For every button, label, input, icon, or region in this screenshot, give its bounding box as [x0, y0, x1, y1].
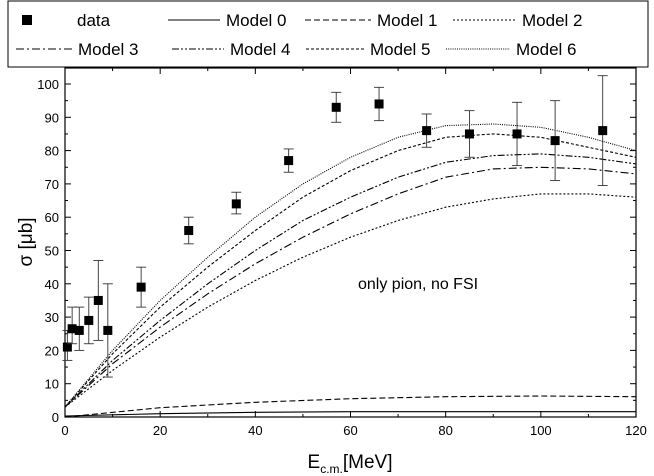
curve-model-6	[64, 123, 637, 408]
data-point	[284, 156, 294, 166]
data-point	[231, 199, 241, 209]
data-point	[331, 102, 341, 112]
y-tick-label: 70	[45, 177, 59, 192]
legend-label: Model 0	[226, 11, 286, 30]
x-tick-label: 120	[625, 423, 647, 438]
curve-model-2	[64, 193, 637, 408]
y-tick-label: 100	[37, 77, 59, 92]
x-tick-label: 20	[153, 423, 167, 438]
x-tick-label: 80	[438, 423, 452, 438]
x-tick-label: 0	[61, 423, 68, 438]
curve-model-3	[64, 166, 637, 408]
data-point	[422, 126, 432, 136]
data-point	[184, 226, 194, 236]
data-point	[374, 99, 384, 109]
legend-label: Model 6	[516, 40, 576, 59]
data-point	[598, 126, 608, 136]
legend-label: Model 1	[377, 11, 437, 30]
model-curves	[64, 123, 637, 418]
legend-items: data Model 0 Model 1 Model 2 Model 3 Model 4 M…	[16, 11, 582, 59]
y-tick-label: 30	[45, 310, 59, 325]
x-tick-label: 40	[248, 423, 262, 438]
curve-model-0	[64, 411, 636, 417]
data-point	[62, 342, 72, 352]
curve-model-1	[64, 395, 637, 418]
legend-label: Model 2	[522, 11, 582, 30]
axes: 0 20 40 60 80 100 120 0 10 20 30 40 50 60 70 80 90 100	[37, 68, 647, 438]
legend-label: data	[77, 11, 111, 30]
y-tick-label: 50	[45, 244, 59, 259]
legend-frame	[7, 0, 649, 68]
legend-marker-data	[22, 15, 32, 25]
data-point	[84, 315, 94, 325]
y-tick-label: 90	[45, 110, 59, 125]
data-point	[67, 324, 77, 334]
curve-model-5	[64, 133, 637, 408]
x-axis-title-sub: c.m.	[320, 462, 343, 476]
curve-model-4	[64, 153, 637, 408]
data-point	[512, 129, 522, 139]
x-tick-label: 60	[343, 423, 357, 438]
x-axis-title-main: E	[308, 452, 321, 473]
y-tick-label: 80	[45, 144, 59, 159]
y-tick-label: 40	[45, 277, 59, 292]
data-points	[62, 75, 608, 378]
data-point	[464, 129, 474, 139]
legend: data Model 0 Model 1 Model 2 Model 3 Model 4 M…	[7, 0, 649, 68]
x-axis-title: Ec.m.[MeV]	[308, 452, 393, 476]
data-point	[74, 325, 84, 335]
data-point	[550, 136, 560, 146]
y-axis-title: σ [μb]	[16, 217, 37, 266]
y-tick-label: 0	[52, 410, 59, 425]
plot-area	[64, 67, 637, 418]
annotation: only pion, no FSI	[358, 276, 478, 293]
data-point	[103, 325, 113, 335]
data-point	[136, 282, 146, 292]
legend-label: Model 4	[230, 40, 290, 59]
x-tick-label: 100	[530, 423, 552, 438]
y-tick-label: 60	[45, 210, 59, 225]
x-axis-title-unit: [MeV]	[343, 452, 393, 473]
y-tick-label: 20	[45, 343, 59, 358]
data-point	[93, 295, 103, 305]
legend-label: Model 3	[78, 40, 138, 59]
legend-label: Model 5	[370, 40, 430, 59]
y-tick-label: 10	[45, 377, 59, 392]
